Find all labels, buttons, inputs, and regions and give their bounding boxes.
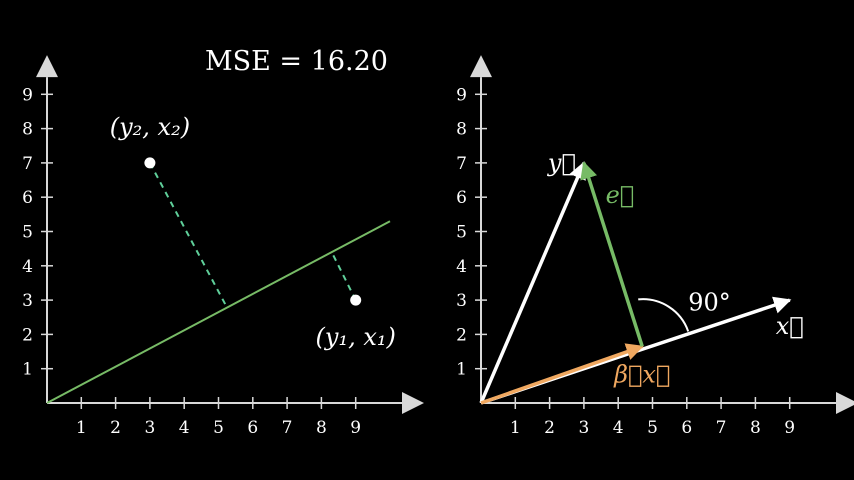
vector-x-label: x⃗ xyxy=(776,312,804,340)
left-x-tick-label: 8 xyxy=(316,418,327,438)
right-y-axis-arrow xyxy=(470,55,492,78)
right-x-tick-label: 9 xyxy=(784,418,795,438)
residual-line xyxy=(330,251,357,301)
right-y-tick-label: 3 xyxy=(456,291,467,311)
left-x-axis-arrow xyxy=(402,392,424,414)
left-y-tick-label: 7 xyxy=(22,154,33,174)
vector-bx-label: β⃗x⃗ xyxy=(613,360,670,388)
right-x-tick-label: 3 xyxy=(578,418,589,438)
vector-y-label: y⃗ xyxy=(547,149,576,177)
right-y-tick-label: 4 xyxy=(456,257,467,277)
right-y-tick-label: 1 xyxy=(456,360,467,380)
right-x-tick-label: 4 xyxy=(613,418,624,438)
left-x-tick-label: 7 xyxy=(282,418,293,438)
vector-bx xyxy=(480,343,644,405)
left-x-tick-label: 5 xyxy=(213,418,224,438)
vector-e xyxy=(580,161,644,347)
right-x-tick-label: 5 xyxy=(647,418,658,438)
right-x-tick-label: 7 xyxy=(716,418,727,438)
residual-line xyxy=(149,162,228,309)
vector-e-label: e⃗ xyxy=(606,181,635,209)
right-y-tick-label: 7 xyxy=(456,154,467,174)
right-y-tick-label: 9 xyxy=(456,85,467,105)
left-scatter-plot: 1 2 3 4 5 6 7 8 9 1 2 3 4 5 6 7 8 9 (y₂, x₂) (y₁, x₁) xyxy=(22,55,424,438)
right-angle-arc xyxy=(638,298,690,332)
right-x-tick-label: 1 xyxy=(510,418,521,438)
point-label: (y₁, x₁) xyxy=(316,323,396,351)
right-y-tick-label: 8 xyxy=(456,120,467,140)
left-x-tick-label: 1 xyxy=(76,418,87,438)
angle-label: 90° xyxy=(688,288,731,316)
right-x-tick-label: 2 xyxy=(544,418,555,438)
data-point xyxy=(350,294,362,306)
left-x-tick-label: 4 xyxy=(179,418,190,438)
left-y-tick-label: 6 xyxy=(22,188,33,208)
left-y-tick-label: 2 xyxy=(22,325,33,345)
vector-y xyxy=(479,161,586,404)
regression-line xyxy=(46,220,391,404)
data-point xyxy=(144,157,156,169)
right-y-tick-label: 6 xyxy=(456,188,467,208)
left-y-tick-label: 3 xyxy=(22,291,33,311)
right-x-axis-arrow xyxy=(836,392,854,414)
left-x-tick-label: 6 xyxy=(247,418,258,438)
left-x-tick-label: 2 xyxy=(110,418,121,438)
left-y-tick-label: 9 xyxy=(22,85,33,105)
left-y-axis-arrow xyxy=(36,55,58,78)
left-x-tick-label: 9 xyxy=(350,418,361,438)
right-y-tick-label: 2 xyxy=(456,325,467,345)
right-x-tick-label: 6 xyxy=(681,418,692,438)
mse-title: MSE = 16.20 xyxy=(205,46,388,77)
left-y-tick-label: 4 xyxy=(22,257,33,277)
right-x-tick-label: 8 xyxy=(750,418,761,438)
left-y-tick-label: 1 xyxy=(22,360,33,380)
left-y-tick-label: 5 xyxy=(22,223,33,243)
left-x-tick-label: 3 xyxy=(144,418,155,438)
right-vector-plot: 1 2 3 4 5 6 7 8 9 1 2 3 4 5 6 7 8 9 90° y⃗ x⃗ β⃗x⃗ e⃗ xyxy=(456,55,854,438)
right-y-tick-label: 5 xyxy=(456,223,467,243)
left-y-tick-label: 8 xyxy=(22,120,33,140)
point-label: (y₂, x₂) xyxy=(110,113,190,141)
